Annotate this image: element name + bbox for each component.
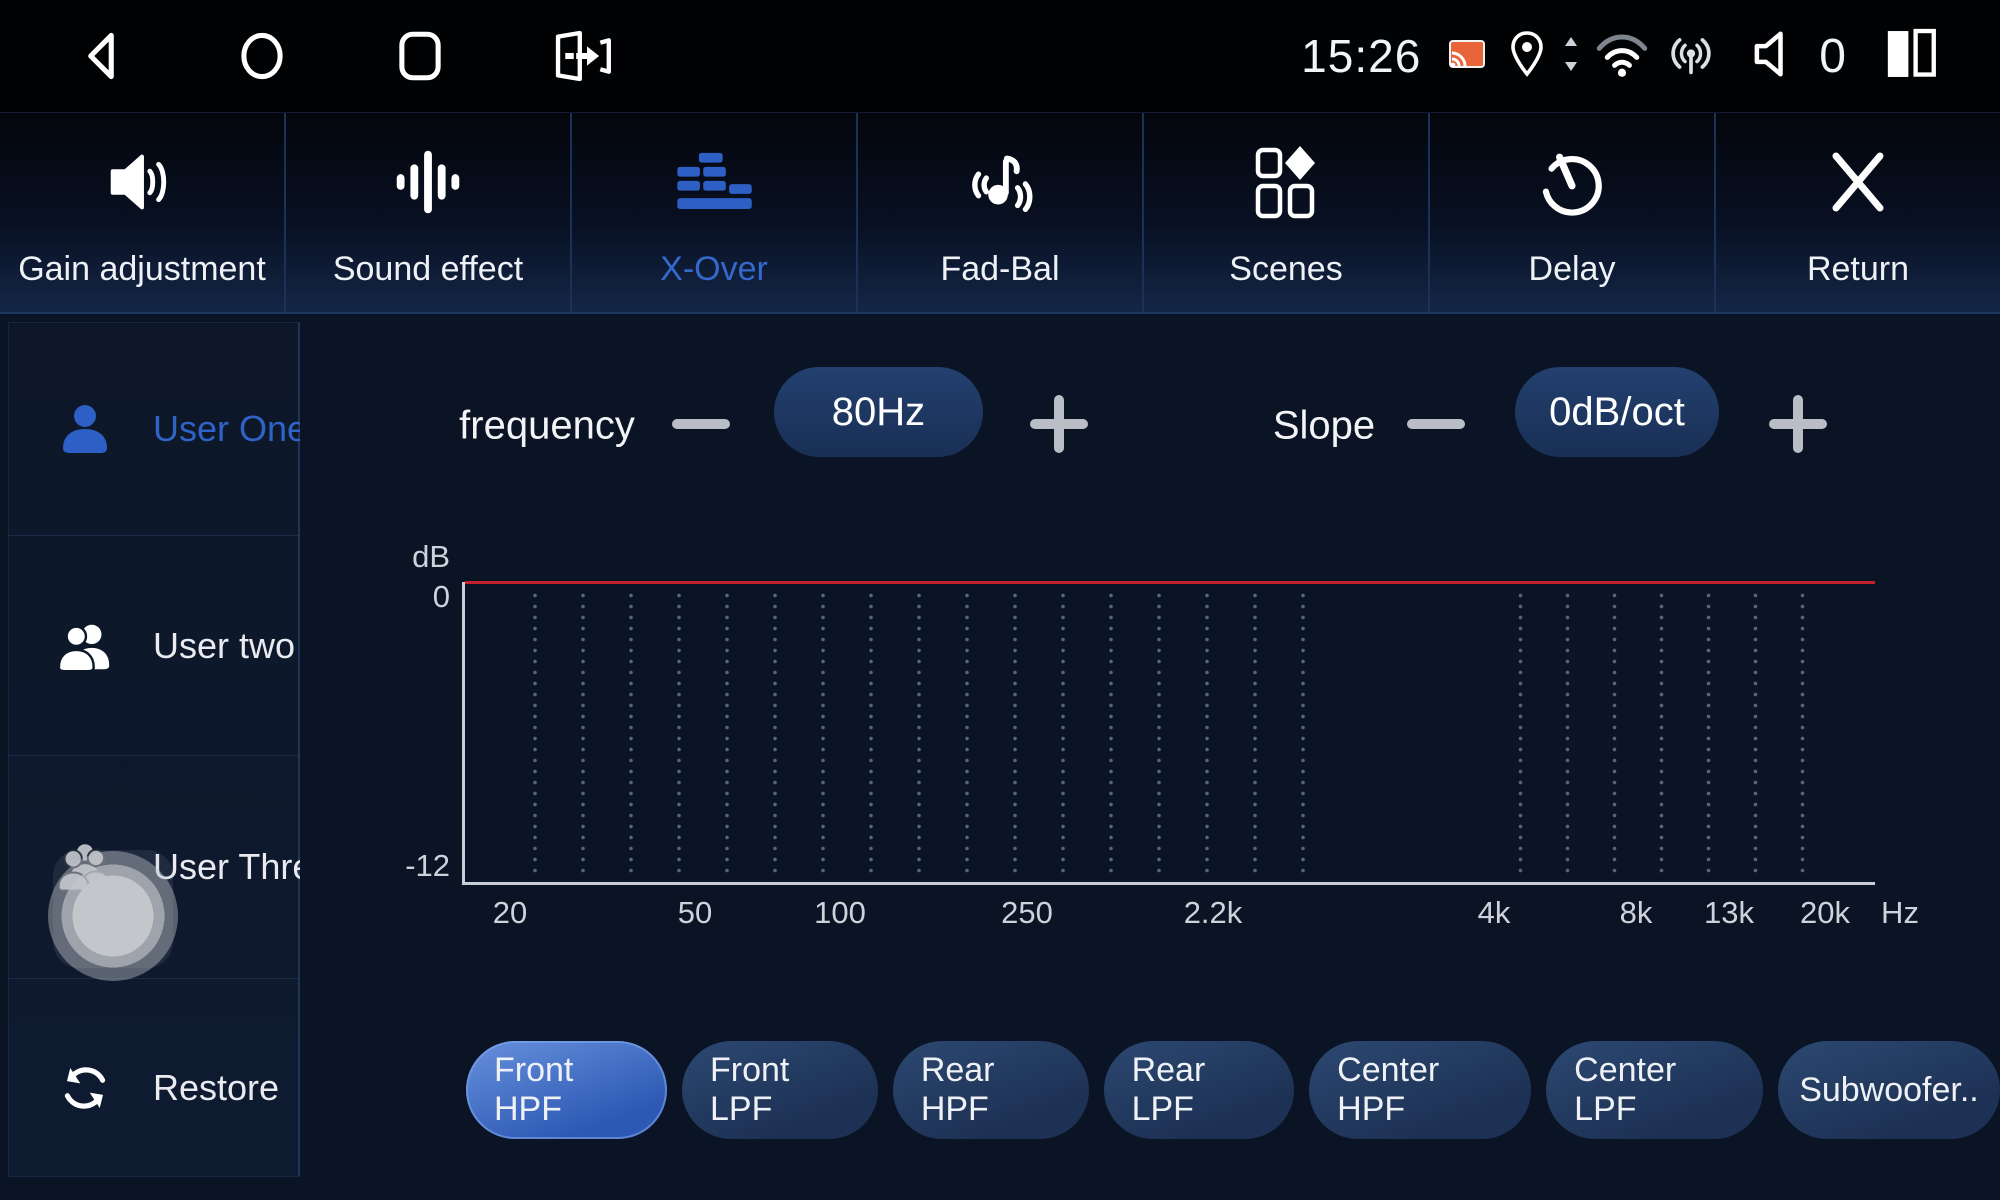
rear-lpf-button[interactable]: Rear LPF bbox=[1103, 1041, 1295, 1139]
tab-gain-adjustment[interactable]: Gain adjustment bbox=[0, 113, 284, 312]
volume-level: 0 bbox=[1819, 29, 1846, 83]
subwoofer-button[interactable]: Subwoofer.. bbox=[1777, 1041, 2000, 1139]
home-icon[interactable] bbox=[233, 27, 291, 85]
x-tick-100: 100 bbox=[814, 895, 866, 930]
tab-label: X-Over bbox=[660, 250, 768, 288]
back-icon[interactable] bbox=[75, 27, 133, 85]
rear-hpf-button[interactable]: Rear HPF bbox=[892, 1041, 1089, 1139]
screen-split-icon[interactable] bbox=[1880, 25, 1944, 88]
restore-icon bbox=[55, 1059, 115, 1117]
sidebar-item-label: User two bbox=[153, 624, 296, 666]
frequency-value[interactable]: 80Hz bbox=[774, 367, 983, 457]
recents-icon[interactable] bbox=[391, 27, 449, 85]
x-tick-20k: 20k bbox=[1800, 895, 1850, 930]
user-sidebar: User One User two User Three Restore bbox=[8, 322, 332, 1177]
response-curve-0db bbox=[465, 581, 1875, 584]
frequency-label: frequency bbox=[459, 403, 635, 448]
speaker-icon bbox=[99, 136, 185, 228]
x-axis-unit-label: Hz bbox=[1881, 895, 1919, 930]
frequency-plus-button[interactable] bbox=[1030, 395, 1088, 453]
tab-x-over[interactable]: X-Over bbox=[570, 113, 856, 312]
y-tick-minus12: -12 bbox=[405, 848, 450, 883]
front-lpf-button[interactable]: Front LPF bbox=[682, 1041, 878, 1139]
tab-sound-effect[interactable]: Sound effect bbox=[284, 113, 570, 312]
three-users-icon bbox=[55, 839, 115, 895]
scenes-grid-icon bbox=[1246, 136, 1326, 228]
x-tick-4k: 4k bbox=[1477, 895, 1511, 930]
tab-fad-bal[interactable]: Fad-Bal bbox=[856, 113, 1142, 312]
sidebar-item-user-three[interactable]: User Three bbox=[9, 756, 332, 981]
filter-channel-buttons: Front HPF Front LPF Rear HPF Rear LPF Ce… bbox=[466, 1041, 2000, 1139]
equalizer-bars-icon bbox=[385, 136, 471, 228]
sidebar-item-restore[interactable]: Restore bbox=[9, 989, 298, 1186]
xover-panel: frequency 80Hz Slope 0dB/oct dB 0 -12 20… bbox=[300, 314, 2000, 1200]
wifi-icon bbox=[1593, 29, 1651, 84]
x-tick-2.2k: 2.2k bbox=[1183, 895, 1243, 930]
hotspot-icon bbox=[1665, 28, 1717, 85]
close-x-icon bbox=[1820, 136, 1896, 228]
frequency-minus-button[interactable] bbox=[672, 419, 730, 429]
tab-scenes[interactable]: Scenes bbox=[1142, 113, 1428, 312]
slope-plus-button[interactable] bbox=[1769, 395, 1827, 453]
grid-dots-right bbox=[1497, 590, 1833, 874]
center-lpf-button[interactable]: Center LPF bbox=[1546, 1041, 1763, 1139]
tab-label: Gain adjustment bbox=[18, 250, 266, 288]
tab-return[interactable]: Return bbox=[1714, 113, 2000, 312]
crossover-stack-icon bbox=[673, 136, 755, 228]
tab-label: Return bbox=[1806, 250, 1910, 288]
volume-icon bbox=[1749, 27, 1803, 86]
crossover-response-plot bbox=[462, 581, 1875, 885]
y-tick-0: 0 bbox=[432, 579, 450, 614]
front-hpf-button[interactable]: Front HPF bbox=[466, 1041, 668, 1139]
x-tick-8k: 8k bbox=[1619, 895, 1653, 930]
cast-icon bbox=[1443, 30, 1491, 83]
tab-label: Fad-Bal bbox=[940, 250, 1060, 288]
center-hpf-button[interactable]: Center HPF bbox=[1309, 1041, 1532, 1139]
slope-minus-button[interactable] bbox=[1407, 419, 1465, 429]
android-nav-buttons bbox=[75, 27, 613, 85]
timer-icon bbox=[1530, 136, 1614, 228]
tab-bar: Gain adjustment Sound effect X-Over Fad-… bbox=[0, 112, 2000, 314]
tab-delay[interactable]: Delay bbox=[1428, 113, 1714, 312]
sidebar-item-label: User One bbox=[153, 408, 308, 449]
exit-app-icon[interactable] bbox=[549, 27, 613, 85]
x-tick-250: 250 bbox=[1001, 895, 1053, 930]
x-tick-50: 50 bbox=[677, 895, 713, 930]
one-user-icon bbox=[55, 401, 115, 457]
y-axis-unit-label: dB bbox=[412, 539, 450, 574]
grid-dots-left bbox=[511, 590, 1335, 874]
sort-arrows-icon bbox=[1563, 33, 1579, 80]
two-users-icon bbox=[55, 618, 115, 674]
slope-label: Slope bbox=[1272, 403, 1376, 448]
x-tick-13k: 13k bbox=[1704, 895, 1754, 930]
status-bar: 15:26 0 bbox=[0, 0, 2000, 112]
clock: 15:26 bbox=[1301, 30, 1422, 82]
sidebar-item-label: Restore bbox=[153, 1066, 280, 1108]
status-indicators: 15:26 0 bbox=[1301, 0, 1944, 112]
sidebar-item-user-two[interactable]: User two bbox=[9, 536, 298, 756]
x-tick-20: 20 bbox=[492, 895, 528, 930]
slope-value[interactable]: 0dB/oct bbox=[1515, 367, 1719, 457]
tab-label: Scenes bbox=[1229, 250, 1343, 288]
sidebar-item-user-one[interactable]: User One bbox=[9, 323, 307, 536]
location-icon bbox=[1505, 29, 1549, 84]
music-note-wave-icon bbox=[957, 136, 1043, 228]
tab-label: Delay bbox=[1528, 250, 1616, 288]
tab-label: Sound effect bbox=[332, 250, 524, 288]
